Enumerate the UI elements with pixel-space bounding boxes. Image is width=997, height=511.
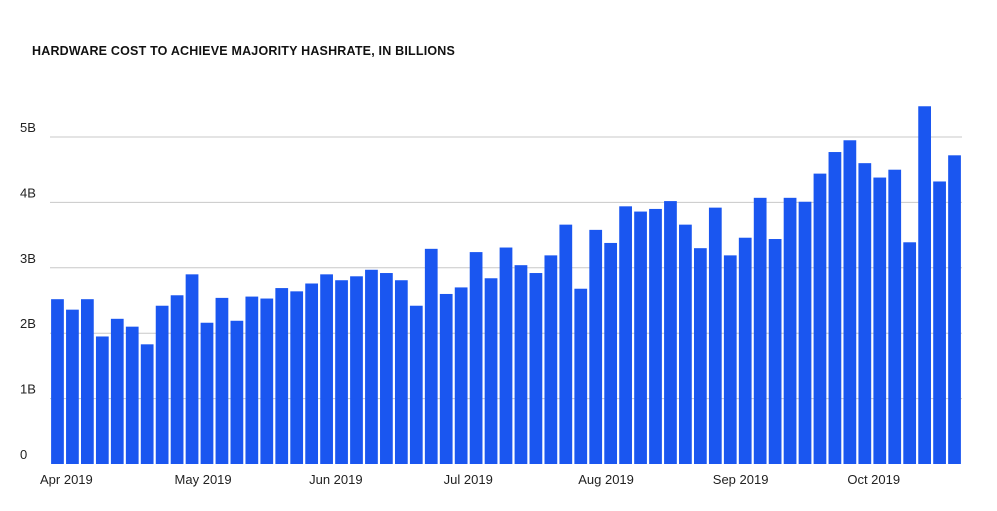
- bar: [768, 239, 782, 464]
- bar: [649, 208, 662, 464]
- bar: [125, 326, 139, 464]
- bar: [305, 283, 319, 464]
- bar: [813, 173, 827, 464]
- bar: [604, 242, 618, 464]
- bar: [51, 299, 64, 464]
- bar: [948, 155, 961, 464]
- bar: [753, 197, 767, 464]
- bar: [723, 255, 737, 464]
- x-axis-labels: Apr 2019 May 2019 Jun 2019 Jul 2019 Aug 2019…: [40, 472, 900, 487]
- x-tick-label: Aug 2019: [578, 472, 634, 487]
- bar: [918, 106, 931, 464]
- bar: [664, 201, 677, 464]
- bar: [888, 169, 902, 464]
- x-tick-label: Sep 2019: [713, 472, 769, 487]
- y-tick-label: 4B: [20, 185, 36, 200]
- x-tick-label: Apr 2019: [40, 472, 93, 487]
- chart-title: HARDWARE COST TO ACHIEVE MAJORITY HASHRA…: [32, 44, 456, 58]
- bars: [51, 106, 961, 465]
- bar: [484, 278, 498, 464]
- bar: [544, 255, 558, 464]
- bar: [499, 247, 513, 464]
- bar: [155, 305, 169, 464]
- y-tick-label: 5B: [20, 120, 36, 135]
- bar: [679, 224, 692, 464]
- bar: [529, 273, 543, 464]
- bar: [66, 309, 79, 464]
- bar: [365, 269, 378, 464]
- bar: [514, 265, 528, 464]
- bar: [873, 177, 887, 465]
- bar: [559, 224, 573, 464]
- bar: [170, 295, 184, 464]
- bar: [260, 298, 274, 464]
- x-tick-label: Jul 2019: [444, 472, 493, 487]
- bar: [95, 336, 109, 464]
- bar: [81, 299, 94, 464]
- y-tick-label: 0: [20, 447, 27, 462]
- bar: [798, 201, 812, 464]
- bar: [215, 297, 229, 464]
- y-tick-label: 1B: [20, 382, 36, 397]
- bar: [858, 163, 872, 464]
- bar: [738, 237, 752, 464]
- bar: [933, 181, 946, 464]
- bar: [424, 248, 438, 464]
- bar: [245, 296, 259, 464]
- bar: [230, 320, 244, 464]
- bar: [783, 197, 797, 464]
- bar: [439, 293, 453, 464]
- bar: [708, 207, 722, 464]
- bar: [843, 140, 857, 464]
- bar: [409, 305, 423, 464]
- bar: [454, 287, 468, 464]
- bar: [335, 280, 348, 464]
- bar: [619, 206, 632, 464]
- y-tick-label: 2B: [20, 316, 36, 331]
- bar: [380, 273, 393, 464]
- bar: [574, 288, 588, 464]
- bar: [290, 291, 304, 464]
- bar: [828, 152, 842, 465]
- y-tick-label: 3B: [20, 251, 36, 266]
- bar: [394, 280, 408, 464]
- bar: [275, 288, 289, 464]
- bar: [589, 229, 603, 464]
- bar: [634, 211, 647, 464]
- bar: [903, 242, 917, 464]
- bar: [110, 318, 124, 464]
- bar: [200, 322, 214, 464]
- x-tick-label: Oct 2019: [847, 472, 900, 487]
- bar: [350, 276, 363, 464]
- x-tick-label: Jun 2019: [309, 472, 363, 487]
- bar: [185, 274, 199, 464]
- bar: [469, 252, 483, 464]
- y-axis-labels: 0 1B 2B 3B 4B 5B: [20, 120, 36, 462]
- x-tick-label: May 2019: [175, 472, 232, 487]
- bar: [320, 274, 333, 464]
- bar: [140, 344, 154, 464]
- bar: [693, 248, 707, 464]
